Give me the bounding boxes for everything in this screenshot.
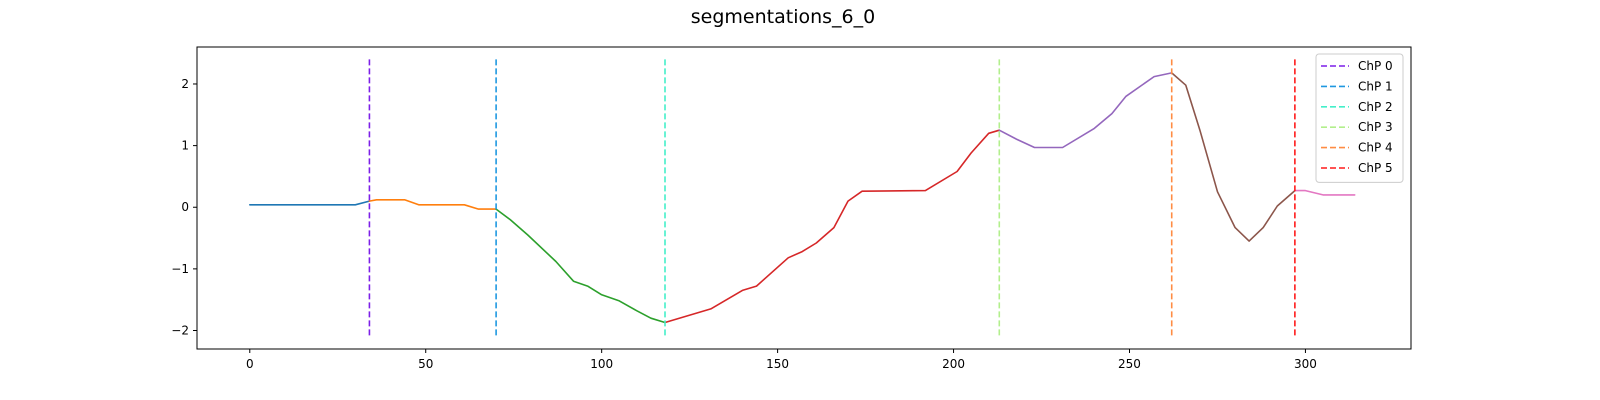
series-line-3 [664, 129, 1001, 324]
series-line-6 [1294, 189, 1356, 196]
series-line-2 [495, 208, 666, 324]
series-line-5 [1170, 72, 1296, 242]
legend-label-2: ChP 2 [1358, 100, 1393, 114]
x-tick-label-4: 200 [942, 357, 965, 371]
y-tick-label-1: −1 [171, 262, 189, 276]
series-line-0 [249, 200, 371, 206]
series-line-1 [368, 199, 497, 210]
series-line-4 [998, 72, 1173, 149]
x-tick-label-6: 300 [1294, 357, 1317, 371]
y-tick-label-0: −2 [171, 324, 189, 338]
x-tick-label-1: 50 [418, 357, 433, 371]
chart-title: segmentations_6_0 [691, 6, 875, 28]
axes-frame [196, 46, 1412, 350]
legend-box [1315, 53, 1404, 183]
legend-label-1: ChP 1 [1358, 79, 1393, 93]
x-tick-label-5: 250 [1118, 357, 1141, 371]
legend-label-4: ChP 4 [1358, 141, 1393, 155]
legend-label-5: ChP 5 [1358, 161, 1393, 175]
x-tick-label-3: 150 [766, 357, 789, 371]
x-tick-label-0: 0 [246, 357, 254, 371]
legend-label-0: ChP 0 [1358, 59, 1393, 73]
legend-label-3: ChP 3 [1358, 120, 1393, 134]
y-tick-label-3: 1 [181, 139, 189, 153]
y-tick-label-2: 0 [181, 200, 189, 214]
plot-area: 0 50 100 150 200 250 300 −2 −1 0 1 2 ChP 0 ChP 1 ChP 2… [171, 46, 1412, 371]
y-tick-label-4: 2 [181, 77, 189, 91]
x-tick-label-2: 100 [590, 357, 613, 371]
